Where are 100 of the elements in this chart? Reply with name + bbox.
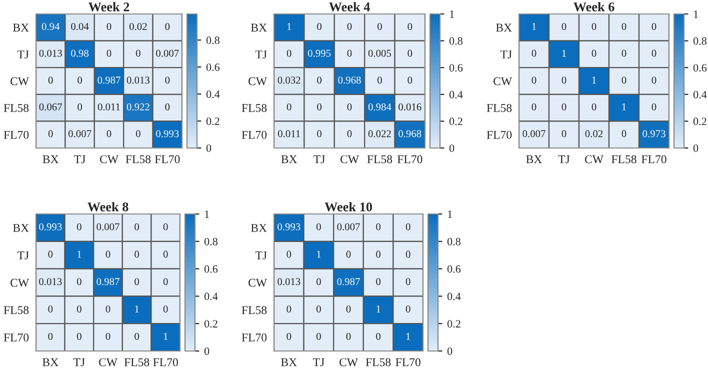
color-bar-label: 0.6 xyxy=(693,64,707,72)
color-bar-label: 1 xyxy=(448,210,452,218)
color-bar-label: 0.8 xyxy=(449,37,462,45)
data-label: 0 xyxy=(316,278,321,286)
data-label: 0.993 xyxy=(39,223,62,230)
data-label: 0.987 xyxy=(337,278,360,286)
data-label: 0 xyxy=(377,76,382,84)
y-tick-label: FL58 xyxy=(4,306,29,314)
y-tick-label: TJ xyxy=(17,251,29,260)
color-bar-label: 0.4 xyxy=(449,90,463,98)
data-label: 0 xyxy=(652,103,656,110)
data-label: 0 xyxy=(76,223,82,230)
data-label: 0.007 xyxy=(96,223,120,230)
color-bar-label: 0.6 xyxy=(449,64,463,72)
data-label: 0.016 xyxy=(398,103,422,110)
data-label: 0 xyxy=(48,76,53,84)
data-label: 0.98 xyxy=(71,50,89,57)
data-label: 0 xyxy=(347,50,352,57)
data-label: 0 xyxy=(592,50,596,57)
data-label: 1 xyxy=(592,76,596,84)
y-tick-label: FL58 xyxy=(242,104,267,112)
x-tick-label: FL58 xyxy=(126,155,151,164)
color-bar-label: 1 xyxy=(205,210,209,218)
data-label: 0.987 xyxy=(98,76,120,84)
y-tick-label: TJ xyxy=(255,50,267,58)
color-bar-label: 0.4 xyxy=(206,90,220,98)
chart-title: Week 8 xyxy=(87,202,128,212)
y-tick-label: FL70 xyxy=(242,334,267,342)
data-label: 1 xyxy=(562,50,566,57)
y-tick-label: CW xyxy=(494,77,512,86)
data-label: 0.94 xyxy=(42,22,60,30)
data-label: 0 xyxy=(78,76,82,84)
data-label: 0 xyxy=(562,76,566,84)
data-label: 0 xyxy=(134,332,140,340)
data-label: 0 xyxy=(562,22,566,30)
data-label: 1 xyxy=(317,250,321,258)
data-label: 0.922 xyxy=(126,103,150,110)
y-tick-label: TJ xyxy=(500,50,512,58)
data-label: 1 xyxy=(622,103,626,110)
data-label: 0 xyxy=(562,103,566,110)
y-tick-label: CW xyxy=(248,278,268,287)
data-label: 0 xyxy=(106,22,112,30)
data-label: 0 xyxy=(652,76,656,84)
x-tick-label: FL58 xyxy=(124,358,150,366)
data-label: 0 xyxy=(408,50,412,57)
x-tick-label: FL58 xyxy=(612,155,636,164)
data-label: 0 xyxy=(652,50,656,57)
data-label: 0 xyxy=(532,50,536,57)
y-tick-label: FL58 xyxy=(486,104,512,112)
color-bar-label: 0.2 xyxy=(206,117,220,126)
color-bar-label: 0.6 xyxy=(206,64,220,72)
data-label: 0 xyxy=(347,130,352,138)
y-tick-label: BX xyxy=(12,24,29,32)
y-tick-label: FL70 xyxy=(4,130,29,139)
color-bar-label: 0.2 xyxy=(449,118,462,126)
data-label: 0.013 xyxy=(278,278,300,286)
color-bar-label: 0.8 xyxy=(204,238,218,246)
x-tick-label: BX xyxy=(42,155,59,164)
color-bar-label: 0.2 xyxy=(204,320,218,328)
data-label: 1 xyxy=(135,306,139,312)
data-label: 0 xyxy=(165,76,170,84)
color-bar-label: 0.8 xyxy=(447,238,460,246)
data-label: 0 xyxy=(106,250,110,258)
y-tick-label: FL70 xyxy=(4,334,29,342)
data-label: 0 xyxy=(406,223,410,230)
data-label: 1 xyxy=(164,332,168,340)
color-bar-label: 0 xyxy=(449,144,454,152)
y-tick-label: BX xyxy=(250,24,267,32)
data-label: 0 xyxy=(316,223,321,230)
data-label: 0 xyxy=(376,250,381,258)
x-tick-label: CW xyxy=(98,358,118,366)
color-bar-label: 1 xyxy=(450,10,454,18)
data-label: 0 xyxy=(163,223,168,230)
data-label: 1 xyxy=(532,23,536,30)
y-tick-label: CW xyxy=(10,278,30,287)
data-label: 0 xyxy=(136,130,140,138)
data-label: 0 xyxy=(134,278,140,286)
y-tick-label: CW xyxy=(248,77,268,86)
data-label: 0.011 xyxy=(278,130,300,138)
data-label: 0 xyxy=(76,305,82,313)
y-tick-label: BX xyxy=(496,24,512,32)
data-label: 0 xyxy=(316,305,321,313)
data-label: 0 xyxy=(136,50,140,57)
data-label: 0 xyxy=(346,250,351,258)
y-tick-label: FL58 xyxy=(4,104,29,112)
data-label: 0 xyxy=(622,22,626,30)
x-tick-label: TJ xyxy=(558,155,570,164)
color-bar-label: 0.6 xyxy=(447,265,461,273)
data-label: 0 xyxy=(408,22,412,30)
data-label: 0 xyxy=(376,223,381,230)
data-label: 0 xyxy=(106,305,110,313)
data-label: 0 xyxy=(592,103,596,110)
data-label: 0.013 xyxy=(126,76,150,84)
chart-title: Week 4 xyxy=(328,2,370,12)
y-tick-label: FL70 xyxy=(486,130,512,139)
x-tick-label: BX xyxy=(526,155,542,164)
data-label: 0 xyxy=(622,50,626,57)
data-label: 0.007 xyxy=(337,223,360,230)
data-label: 0 xyxy=(408,76,412,84)
data-label: 0 xyxy=(347,103,352,110)
